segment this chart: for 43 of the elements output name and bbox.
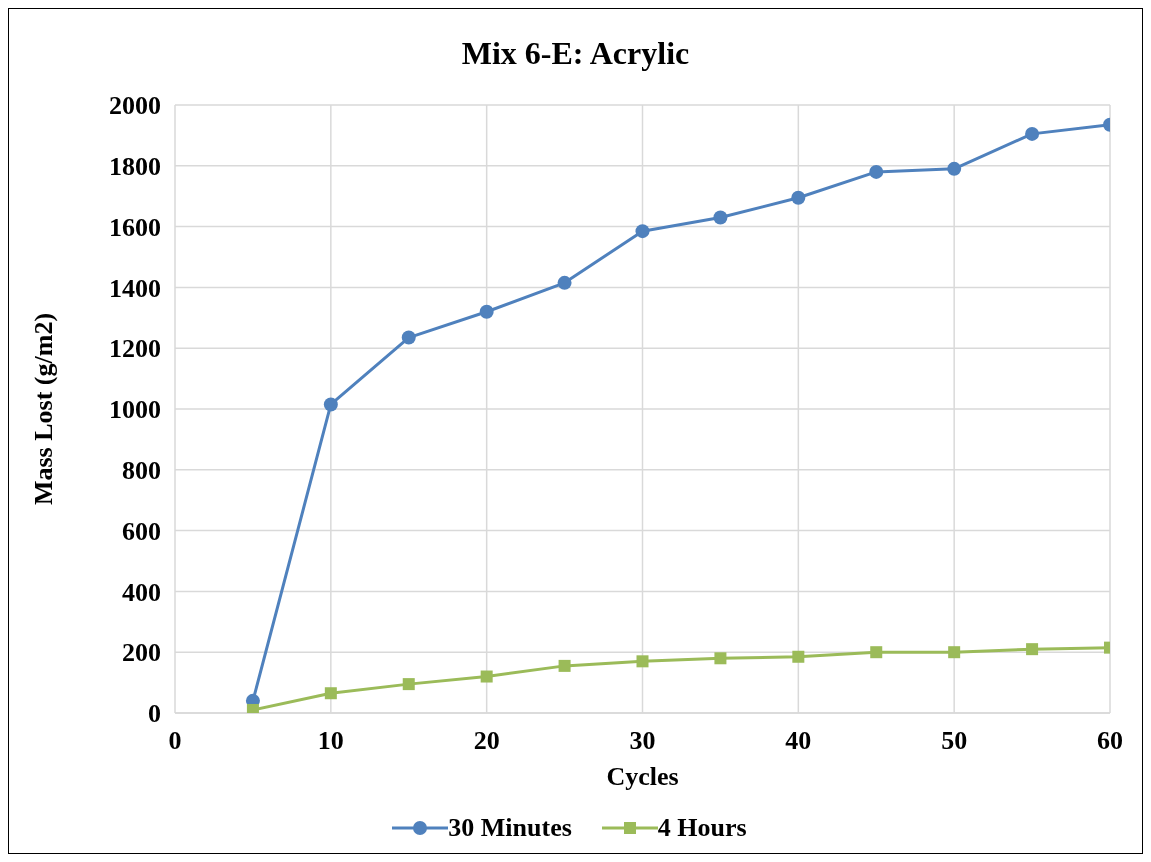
y-tick-label: 400: [122, 577, 161, 607]
x-tick-label: 30: [629, 726, 656, 756]
x-tick-label: 20: [473, 726, 500, 756]
y-tick-label: 200: [122, 638, 161, 668]
point: [557, 275, 572, 290]
x-tick-label: 0: [168, 726, 182, 756]
y-tick-label: 1200: [109, 334, 161, 364]
legend-label: 4 Hours: [657, 813, 747, 843]
y-tick-label: 2000: [109, 91, 161, 121]
point: [480, 670, 493, 683]
point: [479, 304, 494, 319]
x-tick-label: 40: [785, 726, 812, 756]
point: [870, 646, 883, 659]
y-tick-label: 600: [122, 516, 161, 546]
point: [714, 652, 727, 665]
point: [402, 678, 415, 691]
y-tick-label: 1400: [109, 273, 161, 303]
x-tick-label: 60: [1097, 726, 1123, 756]
point: [323, 397, 338, 412]
y-tick-label: 1800: [109, 152, 161, 182]
x-tick-label: 10: [317, 726, 344, 756]
point: [947, 161, 962, 176]
chart-title: Mix 6-E: Acrylic: [460, 35, 691, 72]
point: [635, 224, 650, 239]
y-tick-label: 1600: [109, 212, 161, 242]
point: [1026, 643, 1039, 656]
y-tick-label: 1000: [109, 395, 161, 425]
point: [869, 164, 884, 179]
point: [791, 190, 806, 205]
y-tick-label: 0: [148, 699, 161, 729]
y-tick-label: 800: [122, 456, 161, 486]
x-axis-title: Cycles: [606, 762, 679, 791]
y-axis-title: Mass Lost (g/m2): [29, 312, 59, 506]
point: [1025, 126, 1040, 141]
point: [948, 646, 961, 659]
point: [324, 687, 337, 700]
point: [558, 659, 571, 672]
point: [713, 210, 728, 225]
point: [636, 655, 649, 668]
legend-label: 30 Minutes: [448, 813, 572, 843]
point: [792, 650, 805, 663]
point: [401, 330, 416, 345]
x-tick-label: 50: [941, 726, 968, 756]
